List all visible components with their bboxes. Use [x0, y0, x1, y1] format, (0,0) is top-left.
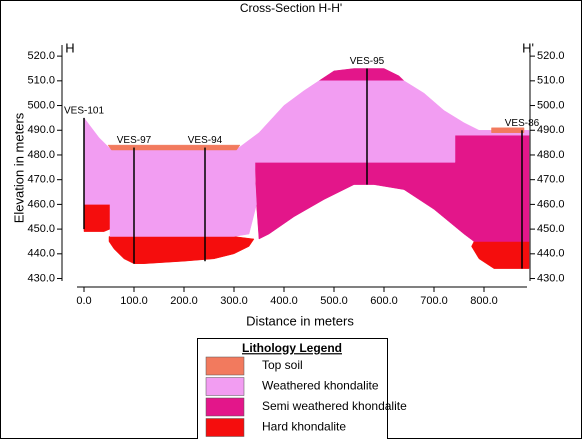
y-tick-label: 460.0	[27, 198, 55, 210]
legend-swatch	[206, 357, 244, 375]
legend-swatch	[206, 378, 244, 396]
y2-tick-label: 520.0	[537, 50, 565, 62]
borehole-label: VES-101	[64, 106, 104, 117]
y-tick-label: 470.0	[27, 174, 55, 186]
y-tick-label: 490.0	[27, 124, 55, 136]
y-tick-label: 450.0	[27, 223, 55, 235]
x-tick-label: 400.0	[270, 295, 298, 307]
y2-tick-label: 450.0	[537, 223, 565, 235]
borehole-label: VES-86	[505, 118, 540, 129]
y-tick-label: 510.0	[27, 75, 55, 87]
x-tick-label: 0.0	[76, 295, 91, 307]
y2-tick-label: 470.0	[537, 174, 565, 186]
borehole-label: VES-94	[188, 135, 223, 146]
y-tick-label: 430.0	[27, 272, 55, 284]
y-tick-label: 500.0	[27, 99, 55, 111]
x-tick-label: 700.0	[420, 295, 448, 307]
y-tick-label: 480.0	[27, 149, 55, 161]
borehole-label: VES-95	[350, 56, 385, 67]
right-marker: H'	[522, 40, 534, 55]
x-tick-label: 300.0	[220, 295, 248, 307]
x-tick-label: 200.0	[170, 295, 198, 307]
x-tick-label: 800.0	[470, 295, 498, 307]
left-marker: H	[65, 40, 74, 55]
x-tick-label: 500.0	[320, 295, 348, 307]
chart-title: Cross-Section H-H'	[240, 1, 342, 15]
legend-title: Lithology Legend	[242, 341, 342, 355]
y2-tick-label: 460.0	[537, 198, 565, 210]
y-tick-label: 520.0	[27, 50, 55, 62]
legend-label: Weathered khondalite	[262, 379, 379, 393]
y2-tick-label: 500.0	[537, 99, 565, 111]
y2-tick-label: 480.0	[537, 149, 565, 161]
chart: Cross-Section H-H' H H' Distance in mete…	[0, 0, 582, 439]
y-tick-label: 440.0	[27, 248, 55, 260]
y2-tick-label: 440.0	[537, 248, 565, 260]
legend-label: Semi weathered khondalite	[262, 399, 407, 413]
y2-tick-label: 510.0	[537, 75, 565, 87]
y2-tick-label: 430.0	[537, 272, 565, 284]
legend-swatch	[206, 419, 244, 437]
x-tick-label: 100.0	[120, 295, 148, 307]
legend-label: Hard khondalite	[262, 420, 346, 434]
x-axis-label: Distance in meters	[246, 313, 354, 328]
legend-swatch	[206, 398, 244, 416]
legend-label: Top soil	[262, 358, 303, 372]
y-axis-label: Elevation in meters	[11, 112, 26, 223]
borehole-label: VES-97	[117, 135, 152, 146]
x-tick-label: 600.0	[370, 295, 398, 307]
y2-tick-label: 490.0	[537, 124, 565, 136]
